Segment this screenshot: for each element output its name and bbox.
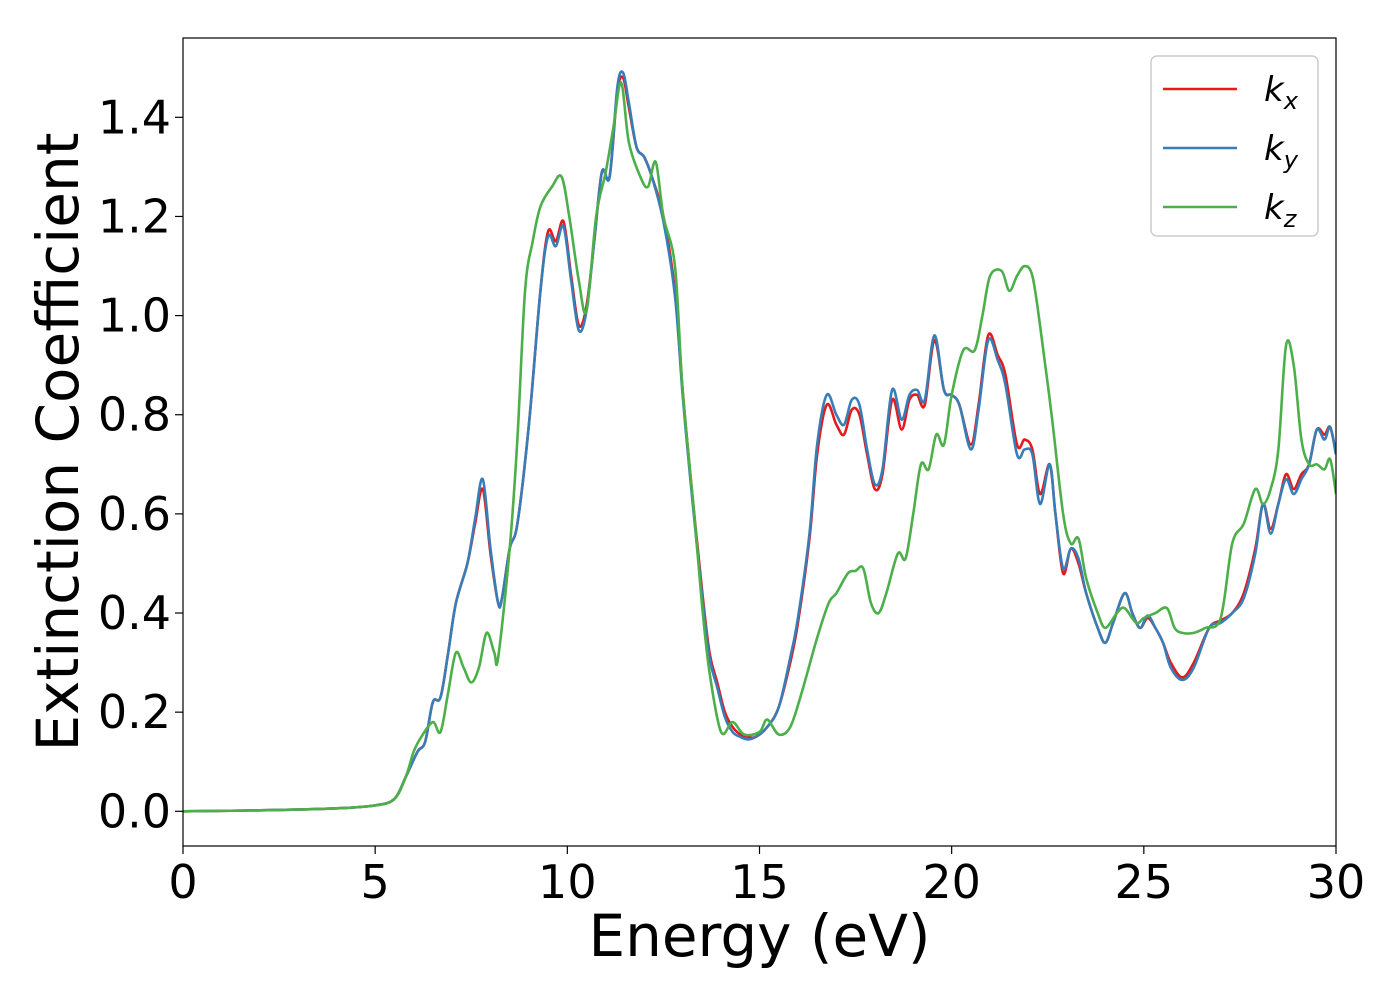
legend-subscript: z	[1283, 205, 1298, 233]
y-tick-label: 0.4	[98, 586, 171, 640]
x-tick-label: 5	[361, 855, 390, 909]
series-layer	[183, 70, 1336, 813]
legend-subscript: x	[1283, 87, 1299, 115]
x-axis: 0 5 10 15 20 25 30	[168, 846, 1365, 909]
y-tick-label: 1.4	[98, 90, 171, 144]
y-tick-label: 0.8	[98, 388, 171, 442]
y-tick-label: 1.2	[98, 189, 171, 243]
y-tick-label: 0.6	[98, 487, 171, 541]
x-tick-label: 20	[922, 855, 981, 909]
y-tick-label: 0.2	[98, 685, 171, 739]
x-tick-label: 0	[168, 855, 197, 909]
legend-subscript: y	[1283, 146, 1299, 174]
x-tick-label: 25	[1115, 855, 1174, 909]
y-tick-label: 1.0	[98, 289, 171, 343]
y-axis: 0.0 0.2 0.4 0.6 0.8 1.0 1.2 1.4	[98, 90, 183, 838]
x-tick-label: 30	[1307, 855, 1366, 909]
y-axis-label: Extinction Coefficient	[24, 133, 92, 752]
x-tick-label: 10	[538, 855, 597, 909]
x-tick-label: 15	[730, 855, 789, 909]
x-axis-label: Energy (eV)	[588, 902, 930, 970]
y-tick-label: 0.0	[98, 784, 171, 838]
series-line-ky	[183, 70, 1336, 813]
legend-box	[1150, 55, 1319, 237]
series-line-kz	[183, 81, 1336, 813]
